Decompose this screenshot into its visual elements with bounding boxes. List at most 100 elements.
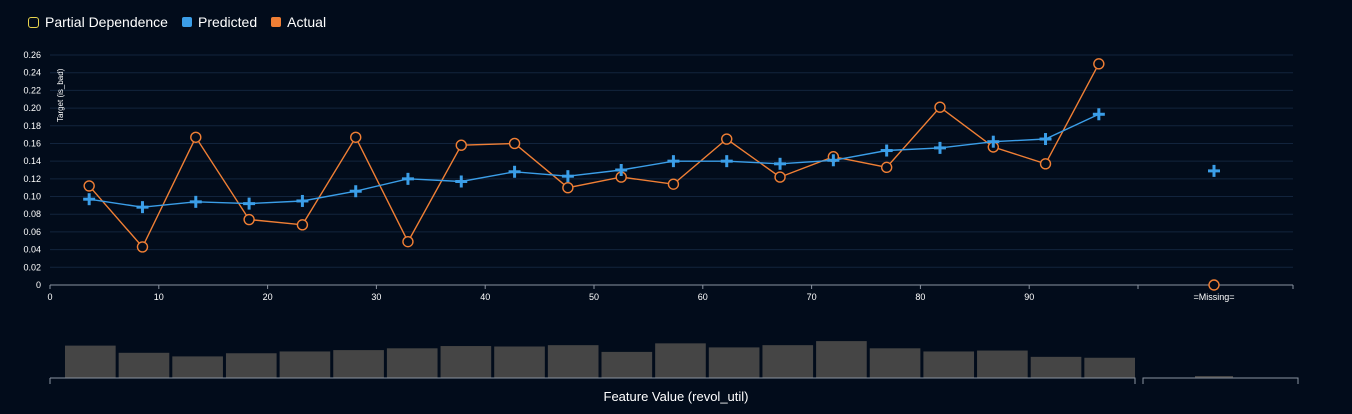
y-tick-label: 0.04 — [23, 245, 41, 255]
legend-item-partial-dependence[interactable]: Partial Dependence — [28, 14, 168, 30]
y-tick-label: 0.16 — [23, 138, 41, 148]
y-tick-label: 0.12 — [23, 174, 41, 184]
predicted-point — [615, 164, 628, 176]
y-tick-label: 0.20 — [23, 103, 41, 113]
actual-point — [190, 131, 202, 143]
predicted-point — [136, 201, 149, 214]
predicted-line — [89, 113, 1100, 208]
x-tick-label: 90 — [1024, 292, 1034, 302]
legend-label-predicted: Predicted — [197, 14, 258, 30]
actual-point — [880, 161, 893, 174]
y-axis-label: Target (is_bad) — [56, 68, 65, 122]
partial-dependence-chart: 0 0.02 0.04 0.06 0.08 0.10 0.12 0.14 0.16 0.18 0.2… — [23, 50, 1299, 384]
actual-line — [88, 63, 1100, 249]
actual-point — [1093, 58, 1105, 70]
predicted-point — [561, 170, 574, 183]
histogram-bar — [1030, 356, 1082, 378]
histogram-bar — [440, 346, 492, 378]
histogram-bar — [708, 347, 760, 378]
x-tick-label: 20 — [263, 292, 273, 302]
histogram-bar — [225, 353, 277, 378]
actual-point — [934, 101, 946, 113]
actual-point — [243, 213, 255, 226]
histogram-missing-bracket — [1142, 377, 1299, 384]
actual-point — [562, 181, 574, 194]
actual-point — [455, 139, 467, 151]
x-tick-label: 10 — [154, 292, 164, 302]
missing-tick-label: =Missing= — [1193, 292, 1234, 302]
histogram-missing-bar — [1195, 376, 1233, 378]
x-tick-label: 80 — [915, 292, 925, 302]
y-tick-label: 0.18 — [23, 121, 41, 131]
y-tick-label: 0.24 — [23, 68, 41, 78]
histogram-bar — [923, 351, 975, 378]
predicted-missing-point — [1208, 164, 1220, 177]
predicted-point — [83, 193, 96, 206]
x-tick-label: 0 — [47, 292, 52, 302]
x-tick-label: 30 — [371, 292, 381, 302]
actual-point — [296, 219, 309, 231]
actual-point — [350, 131, 362, 143]
actual-point — [774, 171, 786, 183]
histogram-bar — [869, 348, 921, 378]
x-tick-label: 60 — [698, 292, 708, 302]
histogram-bar — [601, 351, 653, 378]
histogram-bar — [333, 350, 384, 378]
legend-item-actual[interactable]: Actual — [271, 14, 326, 30]
predicted-point — [296, 194, 309, 207]
partial-dependence-swatch-icon — [28, 16, 39, 28]
predicted-point — [987, 135, 1000, 148]
predicted-point — [455, 175, 468, 188]
actual-point — [667, 178, 680, 190]
histogram — [49, 341, 1299, 384]
legend-label-actual: Actual — [287, 14, 327, 30]
histogram-bar — [655, 343, 706, 378]
x-tick-label: 70 — [807, 292, 817, 302]
actual-point — [721, 133, 733, 145]
y-tick-label: 0.22 — [23, 85, 41, 95]
histogram-bar — [762, 345, 814, 378]
predicted-point — [933, 141, 946, 154]
predicted-point — [1039, 133, 1052, 146]
y-tick-label: 0.06 — [23, 227, 41, 237]
histogram-bar — [816, 341, 867, 378]
predicted-point — [827, 154, 840, 167]
histogram-bar — [386, 348, 438, 378]
y-tick-label: 0.26 — [23, 50, 41, 60]
actual-point — [136, 241, 149, 253]
predicted-point — [508, 165, 521, 178]
y-tick-label: 0 — [36, 280, 41, 290]
predicted-point — [243, 197, 256, 210]
predicted-point — [401, 172, 414, 185]
actual-swatch-icon — [271, 17, 282, 27]
x-tick-label: 50 — [589, 292, 599, 302]
actual-point — [508, 137, 521, 150]
predicted-point — [880, 144, 893, 157]
legend-item-predicted[interactable]: Predicted — [181, 14, 258, 30]
chart-legend: Partial Dependence Predicted Actual — [28, 12, 326, 32]
histogram-bar — [172, 356, 223, 378]
y-tick-label: 0.10 — [23, 192, 41, 202]
histogram-bar — [977, 350, 1028, 378]
actual-point — [402, 235, 414, 248]
predicted-point — [667, 155, 680, 168]
predicted-point — [720, 155, 733, 168]
axes: 0 0.02 0.04 0.06 0.08 0.10 0.12 0.14 0.16 0.18 0.2… — [23, 50, 1294, 302]
actual-point — [83, 180, 95, 192]
x-axis-label: Feature Value (revol_util) — [603, 389, 749, 404]
predicted-swatch-icon — [181, 17, 192, 27]
y-tick-label: 0.02 — [23, 262, 41, 272]
y-tick-label: 0.08 — [23, 209, 41, 219]
histogram-bar — [279, 351, 331, 378]
predicted-point — [189, 195, 202, 208]
x-tick-label: 40 — [480, 292, 490, 302]
histogram-bar — [65, 345, 116, 378]
predicted-point — [774, 157, 787, 170]
histogram-bar — [547, 345, 599, 378]
series-layer — [83, 58, 1220, 291]
histogram-bar — [118, 352, 170, 378]
actual-point — [1039, 158, 1052, 170]
legend-label-partial-dependence: Partial Dependence — [45, 14, 168, 30]
predicted-point — [1092, 108, 1105, 121]
histogram-bar — [1084, 357, 1135, 378]
